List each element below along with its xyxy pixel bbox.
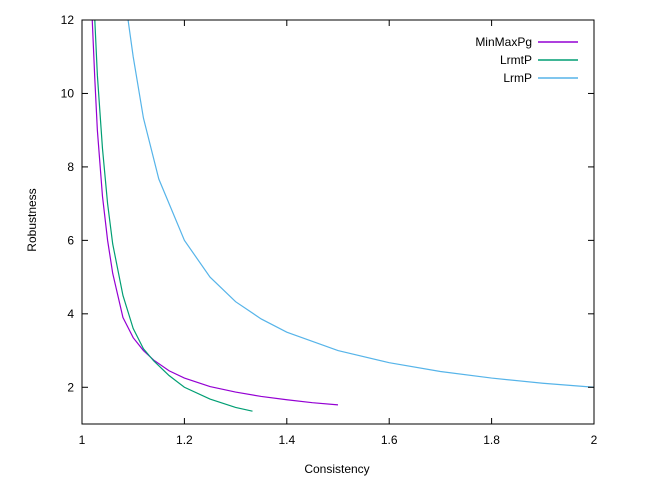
y-tick-label: 6: [67, 233, 74, 247]
x-tick-label: 1: [79, 433, 86, 447]
y-tick-label: 2: [67, 380, 74, 394]
x-tick-label: 2: [591, 433, 598, 447]
x-tick-label: 1.2: [176, 433, 193, 447]
x-tick-label: 1.8: [483, 433, 500, 447]
series-line-minmaxpg: [91, 20, 339, 406]
x-tick-label: 1.4: [278, 433, 295, 447]
legend-label-lrmp: LrmP: [503, 71, 532, 85]
x-tick-label: 1.6: [381, 433, 398, 447]
x-axis-label: Consistency: [304, 462, 369, 476]
legend-label-minmaxpg: MinMaxPg: [475, 35, 532, 49]
y-tick-label: 10: [61, 86, 75, 100]
y-tick-label: 8: [67, 160, 74, 174]
y-tick-label: 4: [67, 307, 74, 321]
series-line-lrmp: [127, 20, 594, 388]
series-line-lrmtp: [94, 20, 253, 412]
y-axis-label: Robustness: [25, 188, 39, 251]
y-tick-label: 12: [61, 13, 75, 27]
legend-label-lrmtp: LrmtP: [500, 53, 532, 67]
plot-area: [91, 20, 594, 412]
axes: 1 1.2 1.4 1.6 1.8 2 2 4 6 8 10 12: [61, 13, 598, 447]
plot-frame: [81, 19, 595, 425]
legend: MinMaxPg LrmtP LrmP: [475, 35, 578, 85]
